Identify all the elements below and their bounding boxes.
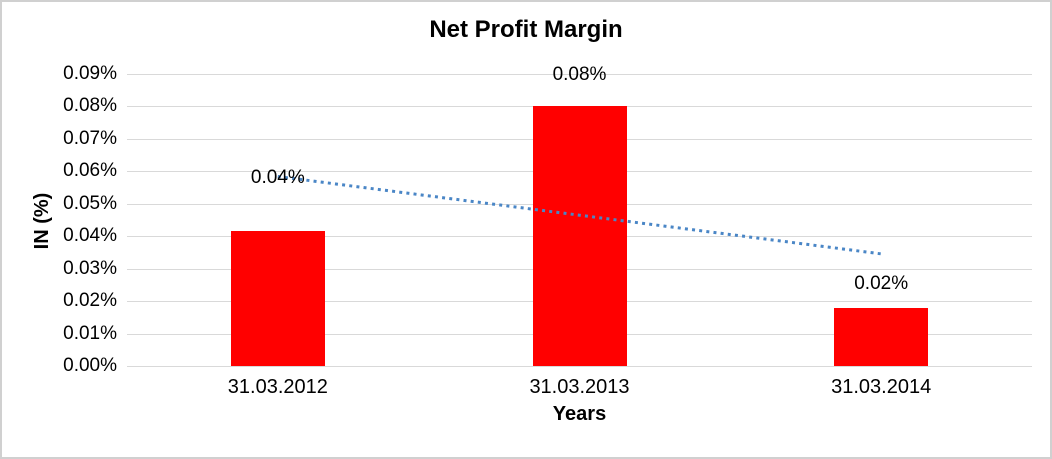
bar-data-label: 0.08% bbox=[552, 64, 607, 85]
y-tick-label: 0.00% bbox=[63, 355, 117, 376]
gridline bbox=[127, 73, 1032, 75]
y-tick-label: 0.05% bbox=[63, 192, 117, 214]
x-category-label: 31.03.2012 bbox=[227, 376, 328, 398]
bar[interactable] bbox=[230, 231, 325, 366]
chart-title: Net Profit Margin bbox=[429, 16, 623, 43]
y-tick-label: 0.04% bbox=[63, 225, 117, 246]
y-tick-label: 0.07% bbox=[63, 127, 117, 149]
x-category-label: 31.03.2013 bbox=[529, 376, 630, 398]
bar-data-label: 0.02% bbox=[854, 273, 909, 295]
x-category-label: 31.03.2014 bbox=[831, 376, 932, 398]
bar-data-label: 0.04% bbox=[250, 167, 305, 189]
y-tick-label: 0.06% bbox=[63, 160, 117, 181]
gridline bbox=[127, 366, 1032, 367]
bar[interactable] bbox=[834, 308, 929, 366]
y-tick-label: 0.02% bbox=[63, 290, 117, 311]
y-tick-label: 0.08% bbox=[63, 95, 117, 116]
x-axis-title: Years bbox=[552, 403, 607, 425]
bar[interactable] bbox=[532, 106, 627, 366]
y-tick-label: 0.09% bbox=[63, 62, 117, 84]
y-tick-label: 0.01% bbox=[63, 322, 117, 344]
y-tick-label: 0.03% bbox=[63, 257, 117, 279]
